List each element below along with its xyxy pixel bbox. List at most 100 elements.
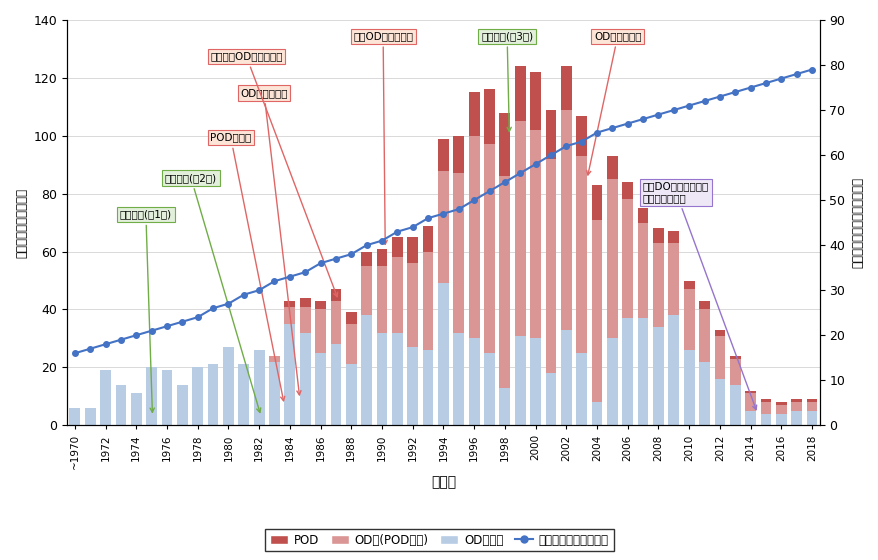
Bar: [422, 226, 433, 251]
下水道処理人口普及率: [116, 337, 126, 343]
Bar: [576, 353, 587, 425]
Bar: [683, 281, 694, 289]
Bar: [269, 362, 279, 425]
Bar: [806, 402, 817, 411]
Bar: [698, 362, 709, 425]
Bar: [223, 347, 234, 425]
下水道処理人口普及率: [361, 242, 371, 249]
下水道処理人口普及率: [652, 111, 663, 118]
Bar: [637, 223, 648, 318]
Bar: [453, 136, 464, 174]
Bar: [622, 182, 632, 199]
Text: OD法標準設計: OD法標準設計: [586, 31, 641, 175]
Bar: [315, 310, 326, 353]
下水道処理人口普及率: [146, 328, 156, 334]
Line: 下水道処理人口普及率: 下水道処理人口普及率: [72, 67, 814, 356]
Bar: [515, 66, 525, 122]
Bar: [484, 90, 494, 144]
下水道処理人口普及率: [806, 66, 817, 73]
Bar: [607, 338, 617, 425]
下水道処理人口普及率: [422, 215, 433, 222]
Bar: [529, 130, 540, 338]
Bar: [392, 258, 402, 333]
Bar: [254, 350, 264, 425]
Bar: [330, 289, 341, 301]
下水道処理人口普及率: [622, 120, 632, 127]
Bar: [100, 370, 111, 425]
下水道処理人口普及率: [85, 346, 96, 352]
Bar: [515, 122, 525, 335]
Bar: [622, 318, 632, 425]
Bar: [299, 298, 310, 306]
下水道処理人口普及率: [254, 287, 264, 293]
Bar: [806, 399, 817, 402]
Bar: [667, 231, 679, 243]
Text: 技術評価(第3次): 技術評価(第3次): [480, 31, 533, 132]
Bar: [560, 66, 571, 110]
Bar: [407, 263, 418, 347]
Bar: [652, 327, 663, 425]
下水道処理人口普及率: [330, 255, 341, 262]
Bar: [284, 306, 295, 324]
Bar: [637, 208, 648, 223]
Bar: [667, 243, 679, 315]
Bar: [759, 402, 771, 414]
下水道処理人口普及率: [699, 97, 709, 104]
下水道処理人口普及率: [529, 161, 540, 167]
Bar: [422, 251, 433, 350]
Bar: [790, 402, 801, 411]
Text: 技術評価(第2次): 技術評価(第2次): [165, 173, 261, 413]
Bar: [131, 394, 141, 425]
下水道処理人口普及率: [269, 278, 279, 284]
Bar: [84, 408, 96, 425]
Bar: [392, 237, 402, 258]
Bar: [330, 301, 341, 344]
Bar: [607, 156, 617, 179]
下水道処理人口普及率: [176, 318, 187, 325]
Bar: [515, 335, 525, 425]
Y-axis label: 下水道処理人口普及率［％］: 下水道処理人口普及率［％］: [850, 177, 863, 268]
Text: 縦軸OD法標準設計: 縦軸OD法標準設計: [353, 31, 413, 244]
Bar: [407, 347, 418, 425]
下水道処理人口普及率: [484, 188, 494, 194]
Bar: [622, 199, 632, 318]
Bar: [437, 171, 449, 283]
Bar: [162, 370, 172, 425]
下水道処理人口普及率: [131, 332, 141, 339]
Bar: [207, 365, 219, 425]
Bar: [652, 243, 663, 327]
Bar: [269, 356, 279, 362]
Bar: [422, 350, 433, 425]
下水道処理人口普及率: [162, 323, 172, 330]
Bar: [115, 385, 126, 425]
Bar: [545, 110, 556, 159]
Bar: [529, 72, 540, 130]
Bar: [745, 394, 755, 411]
Bar: [683, 350, 694, 425]
Bar: [192, 367, 203, 425]
下水道処理人口普及率: [607, 125, 617, 132]
下水道処理人口普及率: [499, 179, 509, 185]
Bar: [729, 356, 740, 359]
Bar: [745, 390, 755, 394]
Bar: [484, 353, 494, 425]
Bar: [775, 402, 786, 405]
下水道処理人口普及率: [668, 107, 679, 114]
Bar: [698, 301, 709, 310]
Bar: [468, 92, 479, 136]
Bar: [560, 110, 571, 330]
Bar: [437, 139, 449, 171]
Text: 現場打ちOD法標準設計: 現場打ちOD法標準設計: [210, 52, 337, 297]
Bar: [69, 408, 80, 425]
Bar: [330, 344, 341, 425]
X-axis label: 西暦年: 西暦年: [430, 475, 456, 489]
下水道処理人口普及率: [392, 228, 402, 235]
Bar: [775, 414, 786, 425]
Bar: [392, 333, 402, 425]
Bar: [790, 399, 801, 402]
Bar: [299, 333, 310, 425]
Bar: [667, 315, 679, 425]
Bar: [361, 266, 371, 315]
Bar: [759, 414, 771, 425]
下水道処理人口普及率: [576, 138, 587, 145]
